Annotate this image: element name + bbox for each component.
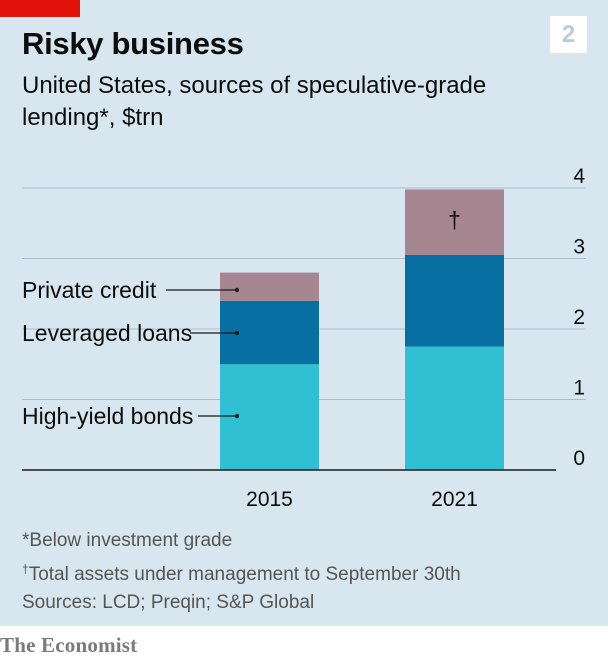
footnotes: *Below investment grade †Total assets un… <box>22 527 461 617</box>
y-tick-label: 4 <box>573 165 585 188</box>
series-label: High-yield bonds <box>22 403 193 429</box>
chart-number-badge: 2 <box>550 16 587 53</box>
series-label: Private credit <box>22 277 157 303</box>
bar-segment <box>220 364 319 470</box>
y-tick-label: 0 <box>573 447 585 470</box>
y-tick-label: 2 <box>573 306 585 329</box>
leader-dot <box>234 413 240 419</box>
leader-dot <box>234 287 240 293</box>
x-tick-label: 2015 <box>246 488 293 511</box>
bar-segment <box>405 254 504 347</box>
leader-dot <box>234 330 240 336</box>
publisher-logo: The Economist <box>0 633 138 657</box>
x-tick-label: 2021 <box>431 488 478 511</box>
footnote-1: *Below investment grade <box>22 530 233 551</box>
brand-red-tab <box>0 0 80 17</box>
y-tick-label: 3 <box>573 236 585 259</box>
dagger-marker: † <box>448 207 461 233</box>
series-label: Leveraged loans <box>22 320 192 346</box>
chart-title: Risky business <box>22 26 244 61</box>
footnote-2: †Total assets under management to Septem… <box>22 562 461 585</box>
chart-subtitle: United States, sources of speculative-gr… <box>22 72 487 131</box>
stacked-bar-chart: 0 1 2 3 4 2015 † 2021 High-yield bonds Leveraged … <box>22 165 586 511</box>
bar-segment <box>220 272 319 301</box>
bar-segment <box>405 346 504 470</box>
bar-segment <box>405 189 504 255</box>
y-tick-label: 1 <box>573 377 585 400</box>
dagger-mark: † <box>22 562 29 576</box>
sources-note: Sources: LCD; Preqin; S&P Global <box>22 592 315 613</box>
